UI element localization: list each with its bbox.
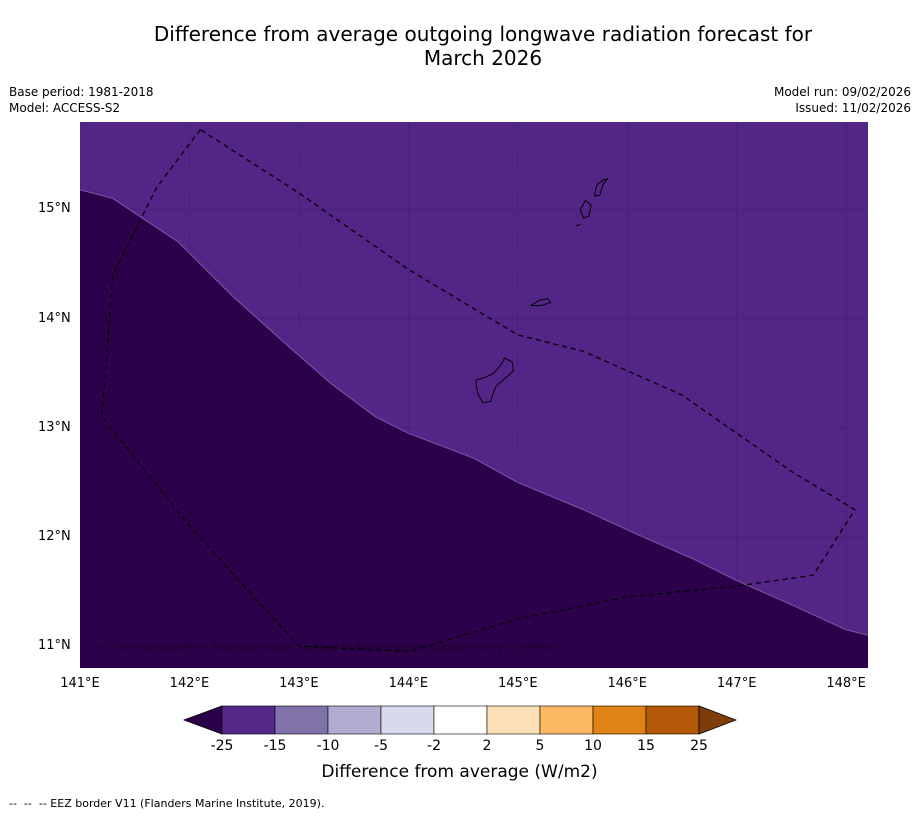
island-rota [530, 298, 552, 306]
region-lower [80, 189, 868, 668]
colorbar-label: Difference from average (W/m2) [321, 762, 598, 782]
lat-tick: 15°N [38, 201, 71, 217]
lon-tick: 143°E [279, 676, 319, 691]
colorbar-svg [182, 705, 738, 735]
colorbar-tick: 15 [637, 738, 655, 754]
lon-tick: 141°E [60, 676, 100, 691]
islands [475, 177, 609, 404]
title-line-1: Difference from average outgoing longwav… [153, 22, 813, 46]
colorbar-segment [433, 705, 488, 735]
colorbar-tick: 2 [482, 738, 492, 754]
colorbar [182, 705, 738, 735]
colorbar-tick: -10 [316, 738, 340, 754]
meta-left: Base period: 1981-2018 Model: ACCESS-S2 [9, 84, 154, 116]
colorbar-tick: -2 [427, 738, 441, 754]
model-name: Model: ACCESS-S2 [9, 101, 121, 115]
title-line-2: March 2026 [423, 46, 543, 70]
lon-tick: 144°E [388, 676, 429, 691]
colorbar-segment [221, 705, 276, 735]
island-guam [475, 357, 514, 404]
map-canvas [80, 122, 868, 668]
colorbar-segment [380, 705, 435, 735]
colorbar-segment [592, 705, 647, 735]
colorbar-segment [486, 705, 541, 735]
island-aguijan [575, 224, 581, 227]
map-panel [80, 122, 868, 668]
lat-tick: 14°N [38, 310, 71, 326]
base-period: Base period: 1981-2018 [9, 85, 154, 99]
issued-date: Issued: 11/02/2026 [795, 101, 911, 115]
lon-tick: 148°E [826, 676, 866, 691]
lat-tick: 12°N [38, 528, 71, 544]
island-saipan [593, 177, 609, 197]
lon-tick: 142°E [169, 676, 210, 691]
colorbar-tick: 5 [535, 738, 545, 754]
colorbar-segment [539, 705, 594, 735]
colorbar-tick: 25 [690, 738, 708, 754]
eez-legend: -- -- -- EEZ border V11 (Flanders Marine… [9, 797, 325, 810]
lon-tick: 145°E [498, 676, 538, 691]
colorbar-segment [274, 705, 329, 735]
colorbar-tick: -5 [374, 738, 388, 754]
contour-line [80, 189, 868, 636]
map-credit: © Commonwealth of Australia 2026, Bureau… [93, 641, 557, 654]
gridlines [80, 122, 868, 668]
lon-tick: 146°E [607, 676, 647, 691]
island-tinian [579, 199, 592, 219]
meta-right: Model run: 09/02/2026 Issued: 11/02/2026 [774, 84, 911, 116]
colorbar-tick: -15 [263, 738, 287, 754]
colorbar-tick: 10 [584, 738, 602, 754]
model-run: Model run: 09/02/2026 [773, 85, 911, 99]
lon-tick: 147°E [716, 676, 757, 691]
colorbar-tick: -25 [210, 738, 234, 754]
chart-title: Difference from average outgoing longwav… [0, 22, 919, 70]
colorbar-extend-high [698, 705, 738, 735]
lat-tick: 11°N [38, 638, 71, 654]
colorbar-segment [327, 705, 382, 735]
colorbar-extend-low [182, 705, 223, 735]
lat-tick: 13°N [38, 419, 71, 435]
colorbar-segment [645, 705, 700, 735]
